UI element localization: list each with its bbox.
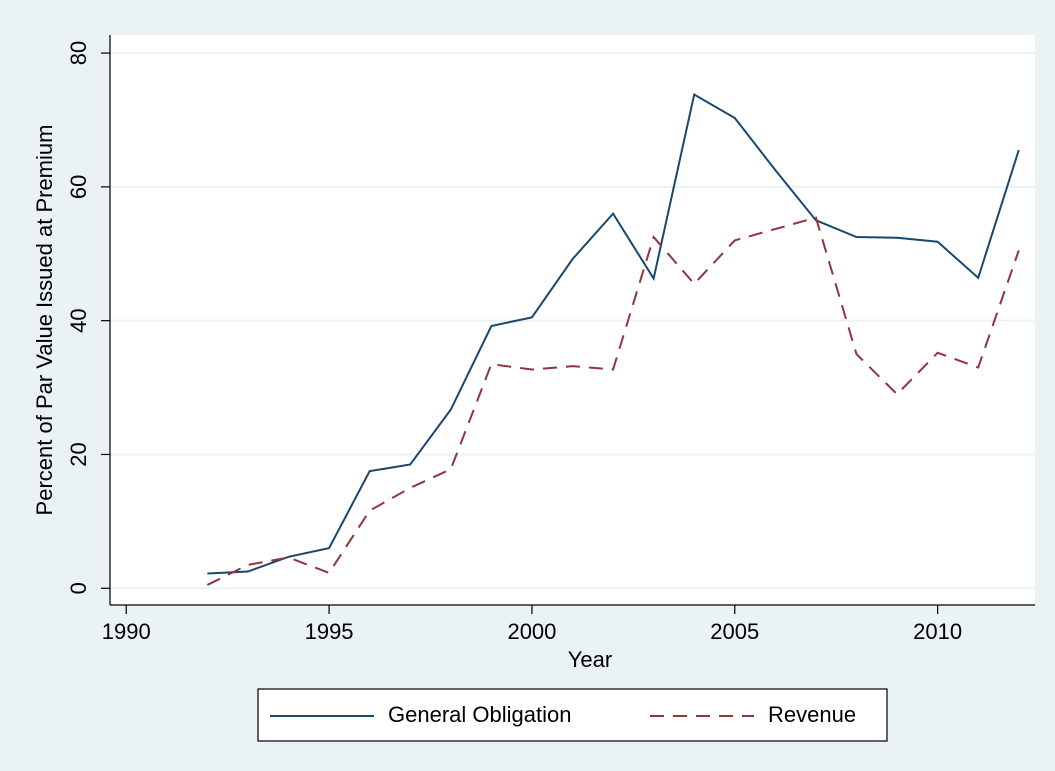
x-tick-label: 1990	[102, 619, 151, 644]
series-line	[206, 216, 1020, 586]
y-tick-label: 60	[66, 175, 91, 199]
series-line	[207, 92, 1020, 575]
y-axis-title: Percent of Par Value Issued at Premium	[32, 125, 57, 516]
legend-label: Revenue	[768, 702, 856, 727]
x-axis-title: Year	[568, 647, 612, 672]
x-tick-label: 2005	[710, 619, 759, 644]
y-tick-label: 20	[66, 442, 91, 466]
y-tick-label: 0	[66, 582, 91, 594]
legend-label: General Obligation	[388, 702, 571, 727]
x-tick-label: 2000	[507, 619, 556, 644]
y-tick-label: 80	[66, 41, 91, 65]
x-tick-label: 2010	[913, 619, 962, 644]
y-tick-label: 40	[66, 308, 91, 332]
x-tick-label: 1995	[305, 619, 354, 644]
